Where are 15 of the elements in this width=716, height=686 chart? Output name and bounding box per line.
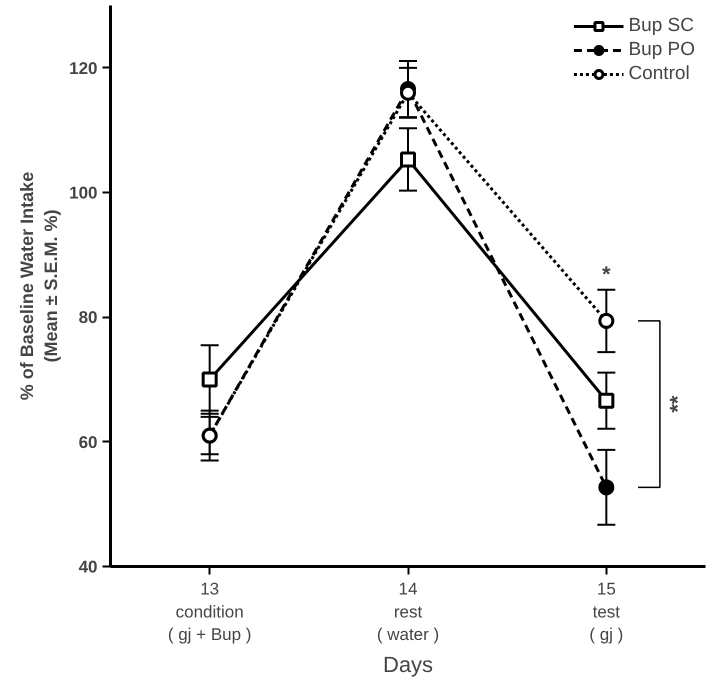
y-tick-label: 60: [78, 432, 98, 452]
legend-label: Control: [628, 63, 690, 85]
legend-label: Bup PO: [628, 39, 695, 61]
x-axis-title: Days: [382, 652, 434, 678]
x-tick-label: 14 rest ( water ): [376, 580, 440, 644]
y-tick-label: 40: [78, 558, 98, 576]
legend-label: Bup SC: [628, 15, 694, 37]
x-tick-label: 15 test ( gj ): [589, 580, 624, 644]
y-tick-label: 120: [69, 58, 98, 78]
annotation: **: [665, 395, 690, 413]
y-tick-label: 80: [78, 308, 98, 328]
y-axis-title: % of Baseline Water Intake (Mean ± S.E.M. %): [17, 172, 62, 400]
y-tick-label: 100: [69, 184, 98, 202]
x-tick-label: 13 condition ( gj + Bup ): [168, 580, 252, 644]
annotation: *: [602, 262, 612, 287]
